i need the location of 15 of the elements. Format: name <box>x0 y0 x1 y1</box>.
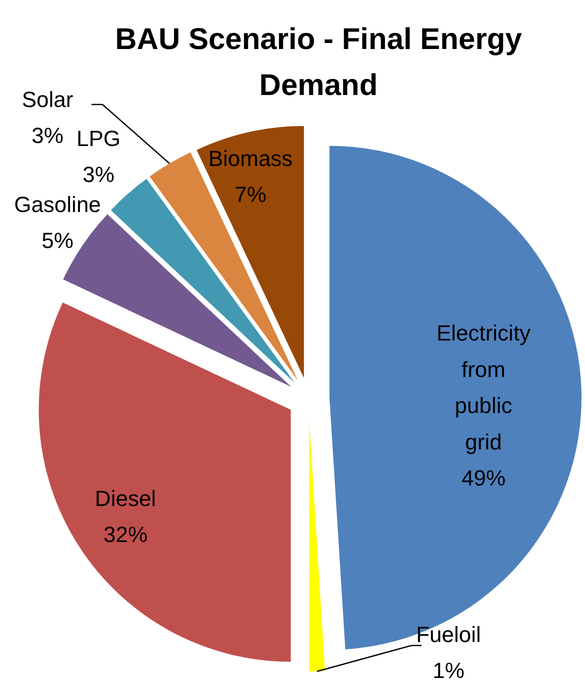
data-label: 32% <box>103 522 148 548</box>
data-label: 3% <box>82 162 114 188</box>
data-label: 49% <box>461 466 506 490</box>
slice-label: LPG <box>76 126 121 151</box>
data-label: 1% <box>432 658 464 684</box>
data-label: 5% <box>42 228 74 254</box>
slice-label: Biomass <box>208 146 293 171</box>
slice-label: Diesel <box>94 486 156 511</box>
chart-title: BAU Scenario - Final Energy Demand <box>115 22 522 102</box>
slice-label: Gasoline <box>14 192 101 217</box>
slice-label: Electricity from public grid <box>436 320 531 454</box>
slice-label: Solar <box>22 86 74 112</box>
data-label: 3% <box>32 123 64 148</box>
data-label: 7% <box>234 182 266 208</box>
slice-label: Fueloil <box>416 622 481 647</box>
